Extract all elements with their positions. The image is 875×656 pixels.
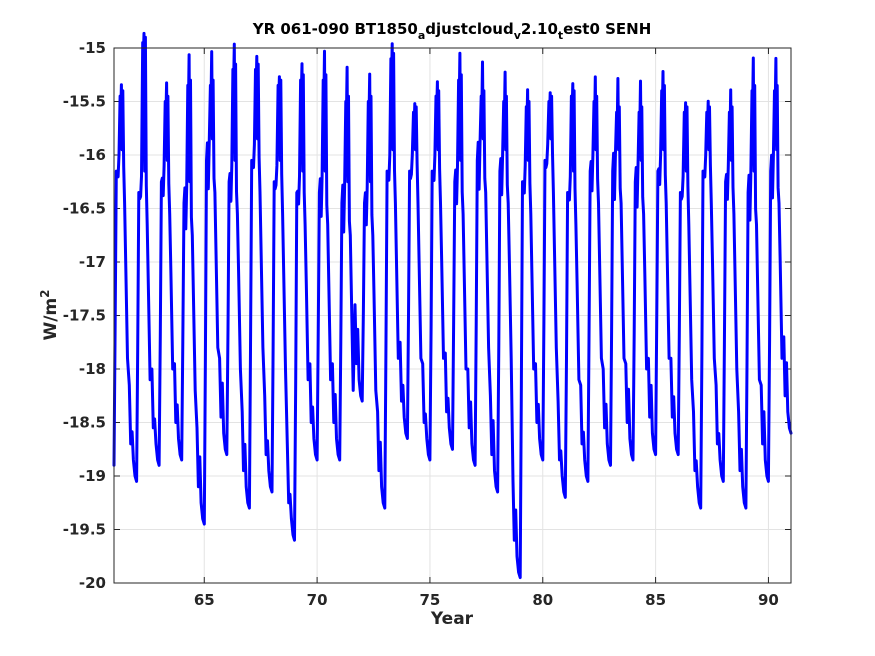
axes-box: [113, 47, 792, 584]
chart-title-part: v: [514, 29, 522, 42]
y-tick-label: -15: [79, 39, 106, 57]
y-axis-label: W/m2: [38, 289, 61, 340]
series-line: [112, 31, 793, 580]
x-tick-label: 70: [307, 591, 328, 609]
y-tick-labels: -15 -15.5 -16 -16.5 -17 -17.5 -18 -18.5 -19 -19.5…: [63, 39, 106, 592]
chart-title-part: YR 061-090 BT1850: [252, 20, 418, 38]
y-axis-label-base: W/m: [41, 298, 61, 341]
y-axis-label-sup: 2: [38, 289, 52, 297]
y-tick-label: -17: [79, 253, 106, 271]
x-tick-label: 80: [532, 591, 553, 609]
x-tick-label: 90: [758, 591, 779, 609]
y-tick-label: -19: [79, 467, 106, 485]
y-tick-label: -19.5: [63, 521, 106, 539]
chart-title-part: est0 SENH: [563, 20, 651, 38]
chart-title: YR 061-090 BT1850adjustcloudv2.10test0 S…: [252, 20, 652, 42]
x-axis-label: Year: [430, 609, 474, 629]
chart-title-part: a: [418, 29, 425, 42]
y-tick-label: -18: [79, 360, 106, 378]
x-tick-label: 75: [419, 591, 440, 609]
y-tick-label: -16.5: [63, 200, 106, 218]
chart-title-part: djustcloud: [425, 20, 513, 38]
y-tick-label: -18.5: [63, 414, 106, 432]
x-tick-label: 65: [194, 591, 215, 609]
chart-title-part: t: [558, 29, 563, 42]
y-tick-label: -17.5: [63, 307, 106, 325]
x-tick-labels: 65 70 75 80 85 90: [194, 591, 779, 609]
series-layer: [112, 31, 793, 580]
y-tick-label: -16: [79, 146, 106, 164]
chart-title-part: 2.10: [521, 20, 558, 38]
x-tick-label: 85: [645, 591, 666, 609]
y-tick-label: -15.5: [63, 93, 106, 111]
y-tick-label: -20: [79, 574, 106, 592]
